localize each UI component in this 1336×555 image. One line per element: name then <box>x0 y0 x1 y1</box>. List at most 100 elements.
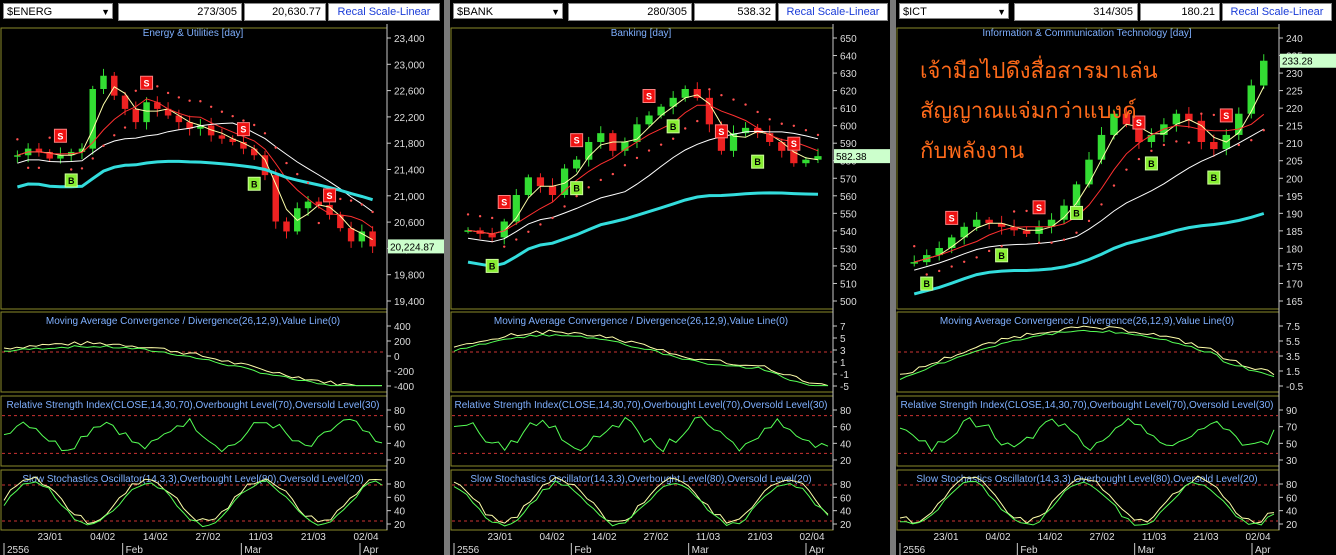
candle-body <box>488 233 496 238</box>
price-tick-label: 22,200 <box>394 113 425 124</box>
date-tick-label: 14/02 <box>1037 532 1062 543</box>
sar-dot <box>349 199 353 202</box>
sar-dot <box>684 127 687 130</box>
sar-dot <box>371 210 374 214</box>
price-tick-label: 230 <box>1286 69 1303 80</box>
macd-tick-label: 0 <box>394 352 400 363</box>
buy-marker <box>485 258 499 273</box>
sar-dot <box>575 194 578 198</box>
sar-dot <box>527 230 530 234</box>
sar-dot <box>134 89 137 92</box>
price-tick-label: 190 <box>1286 209 1303 220</box>
ma-mid-line <box>914 113 1265 263</box>
symbol-select[interactable]: $BANK ▼ <box>453 3 563 19</box>
buy-marker <box>247 176 261 191</box>
candle-body <box>1147 134 1156 142</box>
macd-tick-label: 3.5 <box>1286 352 1300 363</box>
candle-body <box>164 108 172 116</box>
month-label: Apr <box>809 545 825 555</box>
sar-dot <box>1012 210 1016 213</box>
buy-marker <box>666 119 680 134</box>
recal-scale-button[interactable]: Recal Scale-Linear <box>1222 3 1332 21</box>
stoch-tick-label: 40 <box>394 507 406 518</box>
sar-dot <box>720 93 723 97</box>
panel-divider[interactable] <box>444 0 450 555</box>
macd-series-line <box>899 325 1275 376</box>
sar-dot <box>792 124 796 128</box>
sar-dot <box>599 178 602 182</box>
date-tick-label: 21/03 <box>1193 532 1218 543</box>
sar-dot <box>123 126 127 129</box>
date-tick-label: 21/03 <box>301 532 326 543</box>
candle-body <box>132 108 140 123</box>
candle-body <box>560 168 569 195</box>
candle-body <box>175 115 183 123</box>
panel-divider[interactable] <box>890 0 896 555</box>
candle-body <box>935 248 943 256</box>
symbol-select[interactable]: $ENERG ▼ <box>3 3 113 19</box>
candle-body <box>1085 159 1093 185</box>
price-tick-label: 610 <box>840 104 857 115</box>
recal-scale-button[interactable]: Recal Scale-Linear <box>328 3 440 21</box>
sar-dot <box>1150 149 1153 153</box>
rsi-tick-label: 80 <box>840 406 852 417</box>
stoch-tick-label: 80 <box>394 480 406 491</box>
price-tick-label: 630 <box>840 69 857 80</box>
price-tick-label: 500 <box>840 297 857 308</box>
candle-body <box>814 156 822 160</box>
ma-long-line <box>467 130 819 243</box>
candle-body <box>154 102 161 109</box>
sar-dot <box>70 168 73 171</box>
stoch-pane-title: Slow Stochastics Oscillator(14,3,3),Over… <box>470 474 811 485</box>
candle-body <box>186 122 193 129</box>
sar-dot <box>209 105 213 108</box>
candle-body <box>1135 124 1143 142</box>
month-label: Apr <box>363 545 379 555</box>
sar-dot <box>37 166 41 170</box>
buy-marker-label: B <box>489 261 496 271</box>
sell-marker-label: S <box>574 136 580 146</box>
price-tick-label: 570 <box>840 174 857 185</box>
buy-marker-label: B <box>68 176 75 186</box>
candle-body <box>778 142 786 151</box>
macd-tick-label: 1.5 <box>1286 367 1300 378</box>
candle-body <box>1185 113 1193 121</box>
sell-marker <box>236 122 250 137</box>
stoch-tick-label: 20 <box>1286 520 1298 531</box>
macd-tick-label: 5 <box>840 334 846 345</box>
sar-dot <box>16 138 19 141</box>
symbol-select[interactable]: $ICT ▼ <box>899 3 1009 19</box>
sar-dot <box>913 245 916 248</box>
ma-long-line <box>17 122 373 213</box>
candle-body <box>100 75 107 89</box>
month-label: Mar <box>244 545 262 555</box>
last-price: 180.21 <box>1140 3 1220 21</box>
last-price: 538.32 <box>694 3 776 21</box>
macd-series-line <box>453 329 829 387</box>
candle-body <box>1047 219 1056 227</box>
candle-body <box>1247 85 1256 114</box>
macd-tick-label: 3 <box>840 346 846 357</box>
chart-svg[interactable]: Energy & Utilities [day] 23,400 23,000 22,6… <box>0 24 444 555</box>
stoch-series-line <box>453 476 829 524</box>
recal-scale-button[interactable]: Recal Scale-Linear <box>778 3 888 21</box>
chart-svg[interactable]: Banking [day]650640630620610600590580570… <box>450 24 890 555</box>
month-label: 2556 <box>903 545 926 555</box>
rsi-tick-label: 60 <box>840 423 852 434</box>
candle-body <box>46 151 53 159</box>
date-tick-label: 23/01 <box>933 532 958 543</box>
candle-body <box>326 204 333 215</box>
sar-dot <box>744 103 747 106</box>
stoch-tick-label: 20 <box>394 520 406 531</box>
chart-svg[interactable]: Information & Communication Technology [… <box>896 24 1336 555</box>
sell-marker <box>945 210 959 225</box>
candle-body <box>705 97 713 125</box>
price-tick-label: 19,400 <box>394 297 425 308</box>
buy-marker-label: B <box>670 122 677 132</box>
sar-dot <box>1125 168 1128 171</box>
sell-marker-label: S <box>949 213 955 223</box>
candle-body <box>1172 113 1181 125</box>
sar-dot <box>1050 241 1053 244</box>
macd-pane-title: Moving Average Convergence / Divergence(… <box>940 316 1234 327</box>
candle-body <box>1110 113 1118 135</box>
